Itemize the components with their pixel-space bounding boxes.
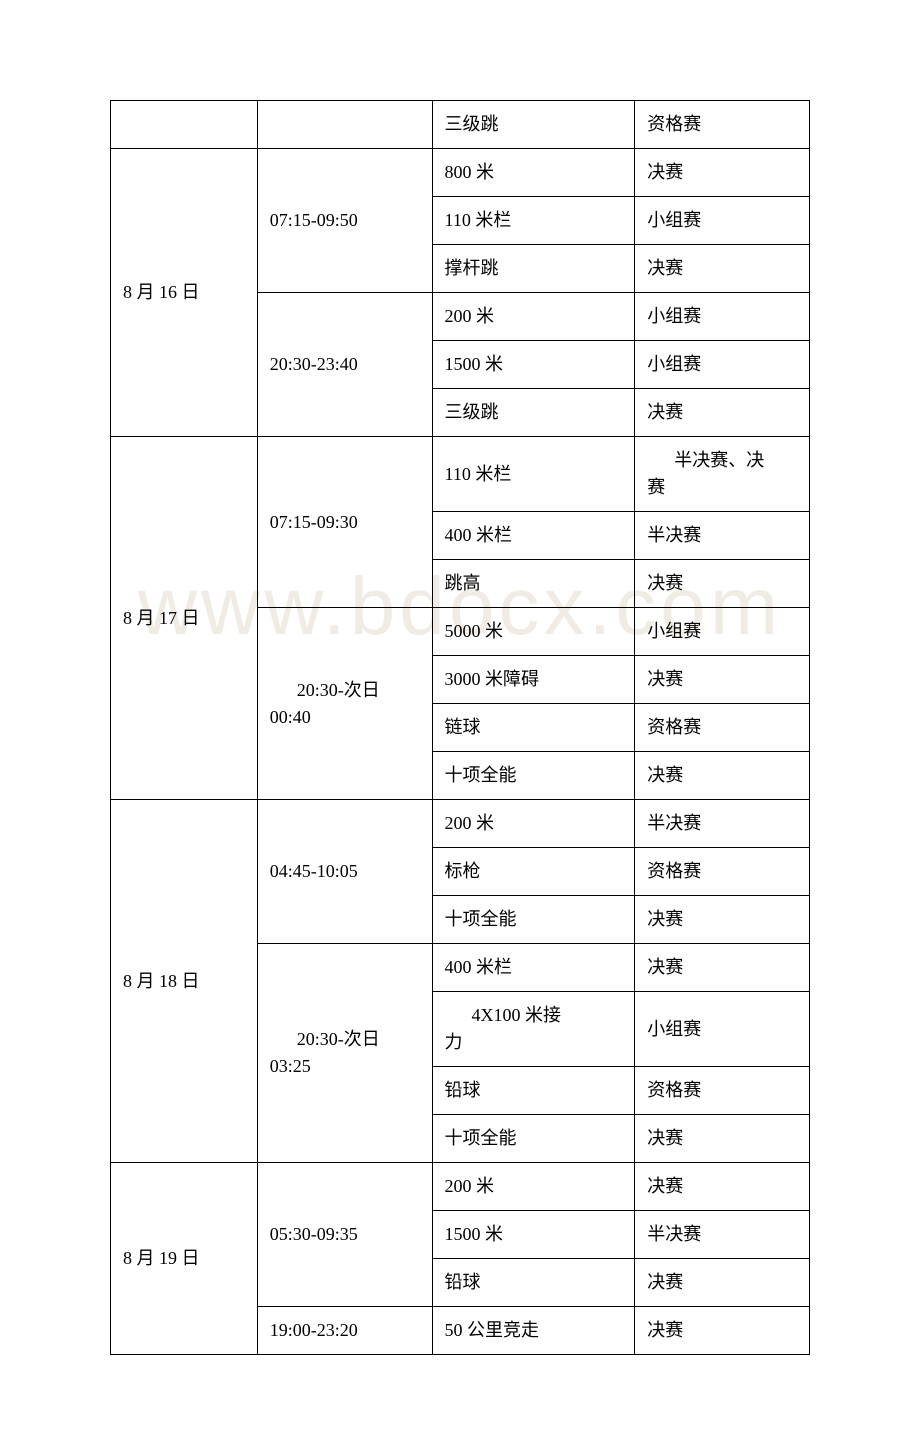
event-cell: 三级跳 — [432, 101, 635, 149]
event-cell: 400 米栏 — [432, 944, 635, 992]
stage-cell: 资格赛 — [635, 1067, 810, 1115]
stage-cell: 决赛 — [635, 896, 810, 944]
time-cell: 20:30-次日03:25 — [257, 944, 432, 1163]
stage-cell: 决赛 — [635, 389, 810, 437]
event-cell: 铅球 — [432, 1067, 635, 1115]
time-cell: 07:15-09:50 — [257, 149, 432, 293]
stage-cell: 决赛 — [635, 560, 810, 608]
stage-cell: 小组赛 — [635, 992, 810, 1067]
stage-cell: 资格赛 — [635, 101, 810, 149]
stage-cell: 决赛 — [635, 149, 810, 197]
event-cell: 链球 — [432, 704, 635, 752]
event-cell: 4X100 米接力 — [432, 992, 635, 1067]
stage-cell: 小组赛 — [635, 341, 810, 389]
event-cell: 5000 米 — [432, 608, 635, 656]
event-cell: 110 米栏 — [432, 197, 635, 245]
stage-cell: 资格赛 — [635, 848, 810, 896]
stage-cell: 决赛 — [635, 1163, 810, 1211]
stage-cell: 小组赛 — [635, 608, 810, 656]
table-row: 8 月 19 日05:30-09:35200 米决赛 — [111, 1163, 810, 1211]
schedule-table: 三级跳资格赛8 月 16 日07:15-09:50800 米决赛110 米栏小组… — [110, 100, 810, 1355]
stage-cell: 半决赛 — [635, 1211, 810, 1259]
stage-cell: 小组赛 — [635, 293, 810, 341]
date-cell: 8 月 17 日 — [111, 437, 258, 800]
stage-cell: 决赛 — [635, 1259, 810, 1307]
time-cell: 20:30-次日00:40 — [257, 608, 432, 800]
stage-cell: 决赛 — [635, 1115, 810, 1163]
stage-cell: 半决赛 — [635, 800, 810, 848]
event-cell: 十项全能 — [432, 1115, 635, 1163]
event-cell: 十项全能 — [432, 752, 635, 800]
stage-cell: 决赛 — [635, 656, 810, 704]
time-cell: 04:45-10:05 — [257, 800, 432, 944]
stage-cell: 资格赛 — [635, 704, 810, 752]
date-cell: 8 月 19 日 — [111, 1163, 258, 1355]
time-cell: 20:30-23:40 — [257, 293, 432, 437]
event-cell: 50 公里竞走 — [432, 1307, 635, 1355]
table-row: 三级跳资格赛 — [111, 101, 810, 149]
event-cell: 800 米 — [432, 149, 635, 197]
event-cell: 200 米 — [432, 1163, 635, 1211]
time-cell: 05:30-09:35 — [257, 1163, 432, 1307]
stage-cell: 决赛 — [635, 944, 810, 992]
event-cell: 标枪 — [432, 848, 635, 896]
event-cell: 铅球 — [432, 1259, 635, 1307]
event-cell: 撑杆跳 — [432, 245, 635, 293]
date-cell: 8 月 16 日 — [111, 149, 258, 437]
date-cell: 8 月 18 日 — [111, 800, 258, 1163]
event-cell: 110 米栏 — [432, 437, 635, 512]
event-cell: 1500 米 — [432, 341, 635, 389]
stage-cell: 决赛 — [635, 1307, 810, 1355]
table-row: 8 月 18 日04:45-10:05200 米半决赛 — [111, 800, 810, 848]
event-cell: 3000 米障碍 — [432, 656, 635, 704]
time-cell: 07:15-09:30 — [257, 437, 432, 608]
event-cell: 1500 米 — [432, 1211, 635, 1259]
event-cell: 400 米栏 — [432, 512, 635, 560]
stage-cell: 半决赛、决赛 — [635, 437, 810, 512]
stage-cell: 决赛 — [635, 752, 810, 800]
event-cell: 跳高 — [432, 560, 635, 608]
event-cell: 200 米 — [432, 800, 635, 848]
time-cell: 19:00-23:20 — [257, 1307, 432, 1355]
stage-cell: 半决赛 — [635, 512, 810, 560]
stage-cell: 小组赛 — [635, 197, 810, 245]
stage-cell: 决赛 — [635, 245, 810, 293]
table-row: 8 月 16 日07:15-09:50800 米决赛 — [111, 149, 810, 197]
table-row: 8 月 17 日07:15-09:30110 米栏半决赛、决赛 — [111, 437, 810, 512]
time-cell — [257, 101, 432, 149]
event-cell: 三级跳 — [432, 389, 635, 437]
event-cell: 十项全能 — [432, 896, 635, 944]
date-cell — [111, 101, 258, 149]
event-cell: 200 米 — [432, 293, 635, 341]
